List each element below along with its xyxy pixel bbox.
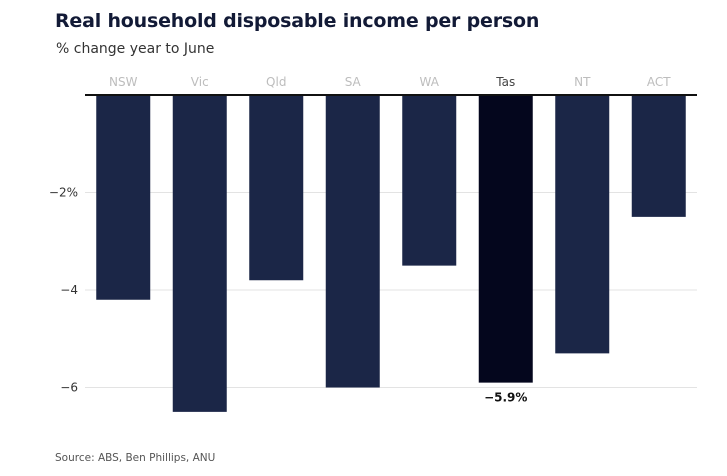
category-label: Vic: [191, 75, 209, 89]
chart-title: Real household disposable income per per…: [55, 10, 540, 32]
bar-act: [631, 95, 686, 217]
category-label: ACT: [647, 75, 671, 89]
category-label: Tas: [495, 75, 515, 89]
bar-nt: [555, 95, 610, 354]
category-label: Qld: [266, 75, 286, 89]
y-tick-label: −6: [60, 381, 78, 395]
category-label: SA: [345, 75, 362, 89]
bar-wa: [402, 95, 457, 266]
chart-subtitle: % change year to June: [56, 41, 215, 57]
bar-sa: [325, 95, 380, 388]
data-label: −5.9%: [484, 391, 527, 405]
bar-tas: [478, 95, 533, 383]
category-label: WA: [420, 75, 440, 89]
y-tick-label: −4: [60, 283, 78, 297]
bar-vic: [172, 95, 227, 412]
category-label: NSW: [109, 75, 138, 89]
y-tick-label: −2%: [49, 186, 78, 200]
bar-qld: [249, 95, 304, 281]
category-label: NT: [574, 75, 591, 89]
source-note: Source: ABS, Ben Phillips, ANU: [55, 452, 216, 464]
bar-nsw: [96, 95, 151, 300]
